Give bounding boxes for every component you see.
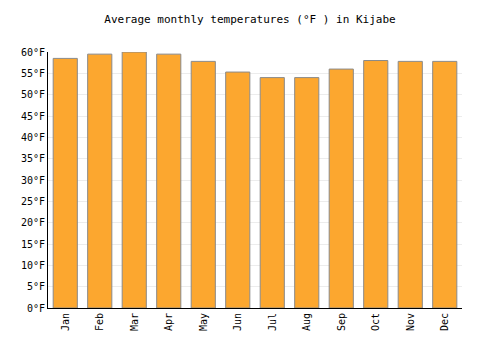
svg-text:Oct: Oct (370, 313, 381, 331)
svg-text:Nov: Nov (405, 313, 416, 331)
svg-text:Jun: Jun (232, 313, 243, 331)
svg-text:Jan: Jan (60, 313, 71, 331)
svg-text:Apr: Apr (163, 313, 174, 331)
svg-text:0°F: 0°F (27, 303, 45, 314)
svg-text:Feb: Feb (94, 313, 105, 331)
svg-text:15°F: 15°F (21, 239, 45, 250)
svg-text:Aug: Aug (301, 313, 312, 331)
svg-text:Average monthly temperatures (: Average monthly temperatures (°F ) in Ki… (104, 13, 395, 26)
svg-text:35°F: 35°F (21, 153, 45, 164)
svg-text:50°F: 50°F (21, 89, 45, 100)
svg-text:Jul: Jul (267, 313, 278, 331)
svg-text:45°F: 45°F (21, 111, 45, 122)
svg-text:Mar: Mar (129, 313, 140, 331)
svg-text:40°F: 40°F (21, 132, 45, 143)
svg-text:May: May (198, 313, 209, 331)
svg-text:Sep: Sep (336, 313, 347, 331)
svg-text:55°F: 55°F (21, 68, 45, 79)
svg-text:60°F: 60°F (21, 47, 45, 58)
svg-text:5°F: 5°F (27, 281, 45, 292)
svg-text:10°F: 10°F (21, 260, 45, 271)
svg-text:30°F: 30°F (21, 175, 45, 186)
svg-text:25°F: 25°F (21, 196, 45, 207)
svg-text:Dec: Dec (439, 313, 450, 331)
svg-text:20°F: 20°F (21, 217, 45, 228)
